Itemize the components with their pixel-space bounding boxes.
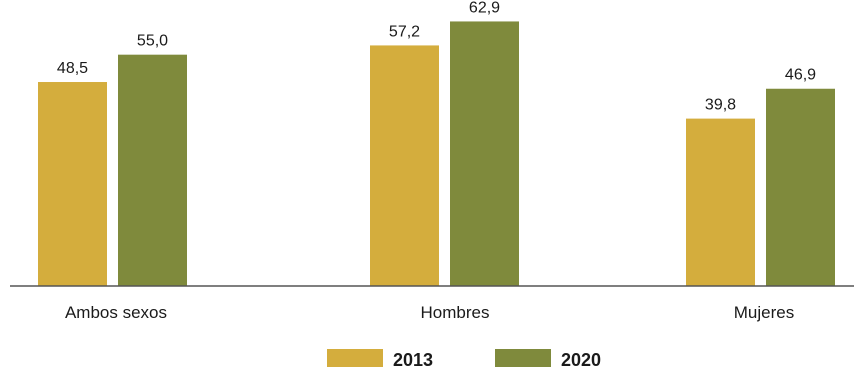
bar-2013-2 <box>686 118 755 286</box>
bar-2020-1 <box>450 21 519 286</box>
legend: 2013 2020 <box>327 349 601 370</box>
category-label-1: Hombres <box>421 303 490 322</box>
bars-group <box>38 21 835 287</box>
category-label-0: Ambos sexos <box>65 303 167 322</box>
category-label-2: Mujeres <box>734 303 794 322</box>
bar-2020-0 <box>118 54 187 287</box>
value-label-2020-2: 46,9 <box>785 67 816 84</box>
bar-2013-1 <box>370 45 439 287</box>
value-label-2020-1: 62,9 <box>469 0 500 16</box>
value-label-2013-0: 48,5 <box>57 60 88 77</box>
value-labels-group: 48,5 55,0 57,2 62,9 39,8 46,9 <box>57 0 816 114</box>
category-labels-group: Ambos sexos Hombres Mujeres <box>65 303 794 322</box>
value-label-2013-1: 57,2 <box>389 23 420 40</box>
legend-label-2013: 2013 <box>393 350 433 370</box>
value-label-2013-2: 39,8 <box>705 97 736 114</box>
legend-swatch-2020 <box>495 349 551 367</box>
bar-2013-0 <box>38 82 107 286</box>
legend-label-2020: 2020 <box>561 350 601 370</box>
value-label-2020-0: 55,0 <box>137 33 168 50</box>
bar-2020-2 <box>766 88 835 287</box>
legend-swatch-2013 <box>327 349 383 367</box>
